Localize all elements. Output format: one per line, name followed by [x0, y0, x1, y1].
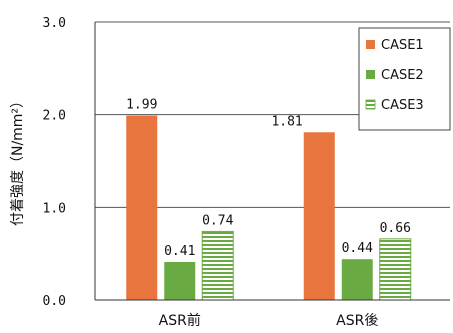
legend-label-case2: CASE2	[381, 68, 424, 83]
bars	[126, 115, 412, 301]
axes: 0.0 1.0 2.0 3.0 ASR前 ASR後	[43, 16, 450, 329]
y-axis-title: 付着強度（N/mm²）	[10, 94, 26, 226]
data-label: 1.99	[126, 98, 157, 113]
data-labels: 1.99 0.41 0.74 1.81 0.44 0.66	[126, 98, 411, 259]
legend-label-case3: CASE3	[381, 98, 424, 113]
data-label: 0.44	[342, 241, 373, 256]
data-label: 0.74	[202, 213, 233, 228]
bar-case2-1	[164, 262, 196, 300]
legend-swatch-case1	[366, 40, 375, 49]
x-category-label: ASR前	[159, 312, 201, 329]
x-category-label: ASR後	[336, 313, 378, 329]
bar-case1-1	[126, 115, 158, 301]
data-label: 1.81	[271, 114, 302, 129]
data-label: 0.66	[380, 221, 411, 236]
legend-swatch-case3	[365, 99, 376, 110]
bar-case1-2	[303, 132, 335, 300]
y-tick-label: 2.0	[43, 109, 66, 124]
bar-case3-2	[379, 238, 412, 301]
y-tick-label: 0.0	[43, 294, 66, 309]
bar-case2-2	[341, 259, 373, 300]
y-tick-label: 3.0	[43, 16, 66, 31]
data-label: 0.41	[164, 244, 195, 259]
bar-case3-1	[201, 230, 234, 301]
legend: CASE1 CASE2 CASE3	[358, 27, 451, 131]
legend-swatch-case2	[366, 70, 375, 79]
y-tick-label: 1.0	[43, 201, 66, 216]
legend-label-case1: CASE1	[381, 38, 424, 53]
